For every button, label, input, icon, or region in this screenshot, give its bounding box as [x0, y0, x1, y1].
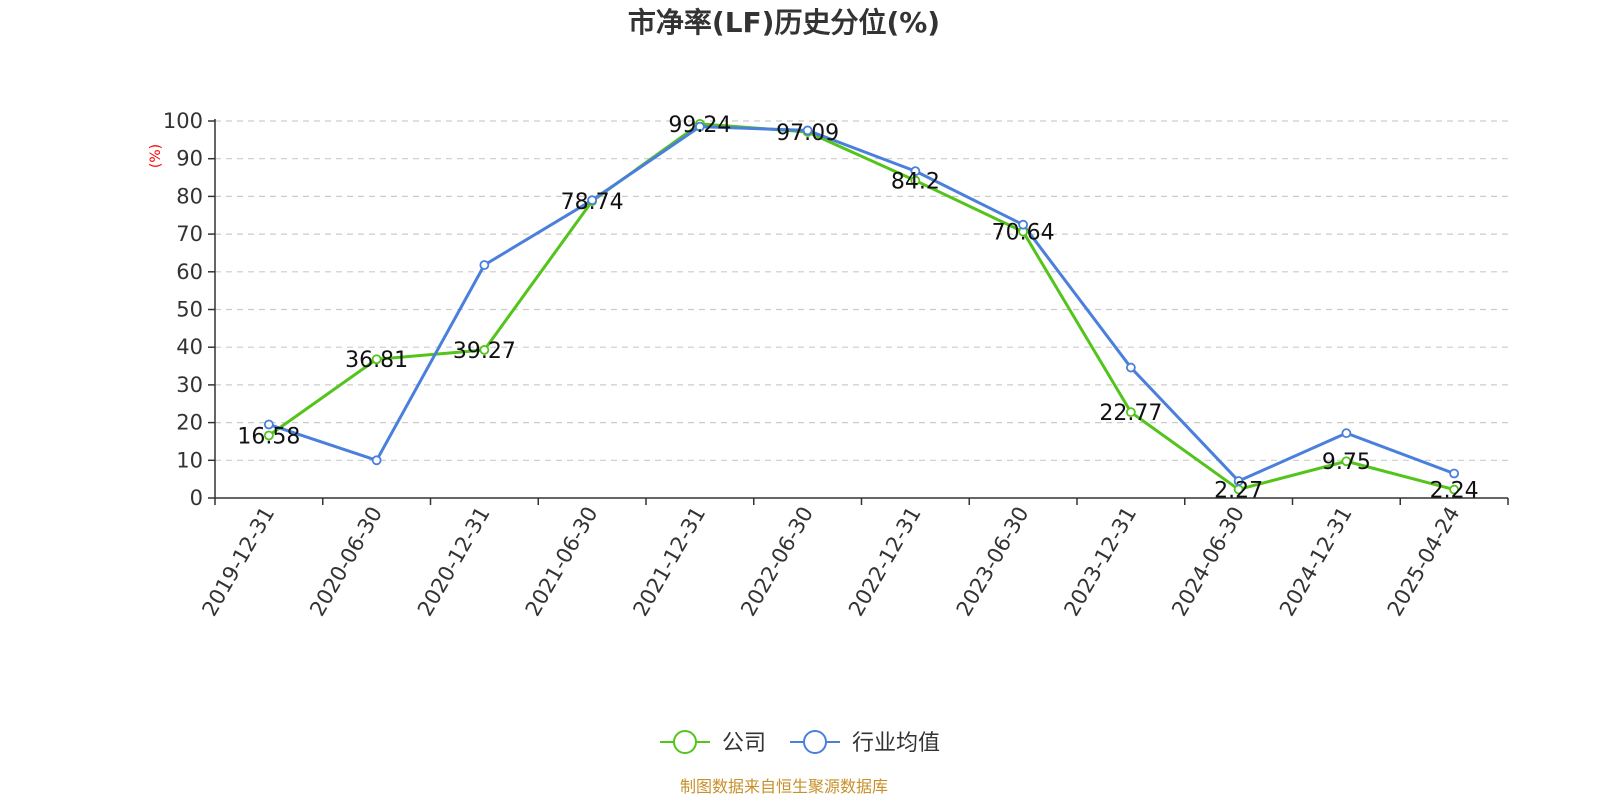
- y-tick-label: 80: [176, 184, 203, 208]
- data-label: 97.09: [776, 121, 839, 146]
- x-tick-label: 2022-12-31: [844, 503, 926, 621]
- series-1-point: [910, 166, 921, 177]
- y-tick-label: 40: [176, 335, 203, 359]
- series-1-point: [263, 419, 274, 430]
- series-1-point: [1449, 468, 1460, 479]
- series-1-point: [587, 195, 598, 206]
- series-0-point: [263, 430, 274, 441]
- x-tick-label: 2024-12-31: [1275, 503, 1357, 621]
- gridlines: [215, 120, 1508, 461]
- series-line-1: [268, 125, 1455, 483]
- series-1-point: [1233, 476, 1244, 486]
- x-tick-label: 2022-06-30: [736, 503, 818, 621]
- y-axis-label: (%): [148, 144, 164, 168]
- series-line-0: [268, 122, 1455, 492]
- data-label: 22.77: [1099, 401, 1162, 426]
- data-label: 2.24: [1430, 479, 1479, 504]
- series-1-point: [694, 121, 705, 132]
- series-0-point: [1449, 484, 1460, 495]
- data-label: 2.27: [1214, 478, 1263, 503]
- x-tick-label: 2020-12-31: [413, 503, 495, 621]
- legend: 公司 行业均值: [660, 730, 940, 756]
- series: [263, 118, 1460, 495]
- y-tick-label: 20: [176, 411, 203, 435]
- data-label: 39.27: [453, 339, 516, 364]
- data-label: 78.74: [561, 190, 624, 215]
- data-label: 99.24: [668, 113, 731, 138]
- series-1-point: [1125, 362, 1136, 373]
- legend-label-0: 公司: [722, 731, 766, 756]
- series-0-point: [1341, 456, 1352, 467]
- y-tick-label: 10: [176, 448, 203, 472]
- data-label: 36.81: [345, 348, 408, 373]
- x-tick-label: 2021-06-30: [521, 503, 603, 621]
- y-tick-label: 100: [163, 109, 203, 133]
- data-label: 70.64: [992, 221, 1055, 246]
- series-1-point: [1018, 219, 1029, 230]
- series-1-point: [1341, 428, 1352, 439]
- x-tick-label: 2019-12-31: [197, 503, 279, 621]
- x-tick-label: 2025-04-24: [1383, 503, 1465, 621]
- x-tick-label: 2024-06-30: [1167, 503, 1249, 621]
- legend-marker-0: [673, 730, 697, 754]
- y-tick-label: 70: [176, 222, 203, 246]
- legend-label-1: 行业均值: [852, 731, 940, 756]
- legend-marker-1: [803, 730, 827, 754]
- x-tick-label: 2021-12-31: [628, 503, 710, 621]
- series-1-point: [371, 455, 382, 466]
- source-note: 制图数据来自恒生聚源数据库: [680, 777, 888, 796]
- y-tick-label: 50: [176, 298, 203, 322]
- data-label: 16.58: [237, 424, 300, 449]
- x-tick-label: 2020-06-30: [305, 503, 387, 621]
- data-label: 84.2: [891, 170, 940, 195]
- x-tick-label: 2023-06-30: [952, 503, 1034, 621]
- y-tick-label: 30: [176, 373, 203, 397]
- y-tick-label: 60: [176, 260, 203, 284]
- series-0-point: [371, 354, 382, 365]
- series-1-point: [802, 125, 813, 136]
- series-0-point: [1125, 407, 1136, 418]
- series-1-point: [479, 260, 490, 270]
- data-labels: 16.58 36.81 39.27 78.74 99.24 97.09 84.2 70.64 2…: [237, 113, 1478, 504]
- series-0-point: [910, 175, 921, 186]
- y-tick-label: 90: [176, 147, 203, 171]
- data-label: 9.75: [1322, 450, 1371, 475]
- x-tick-label: 2023-12-31: [1059, 503, 1141, 621]
- chart-title: 市净率(LF)历史分位(%): [628, 6, 940, 39]
- y-tick-label: 0: [190, 486, 203, 510]
- series-0-point: [479, 345, 490, 355]
